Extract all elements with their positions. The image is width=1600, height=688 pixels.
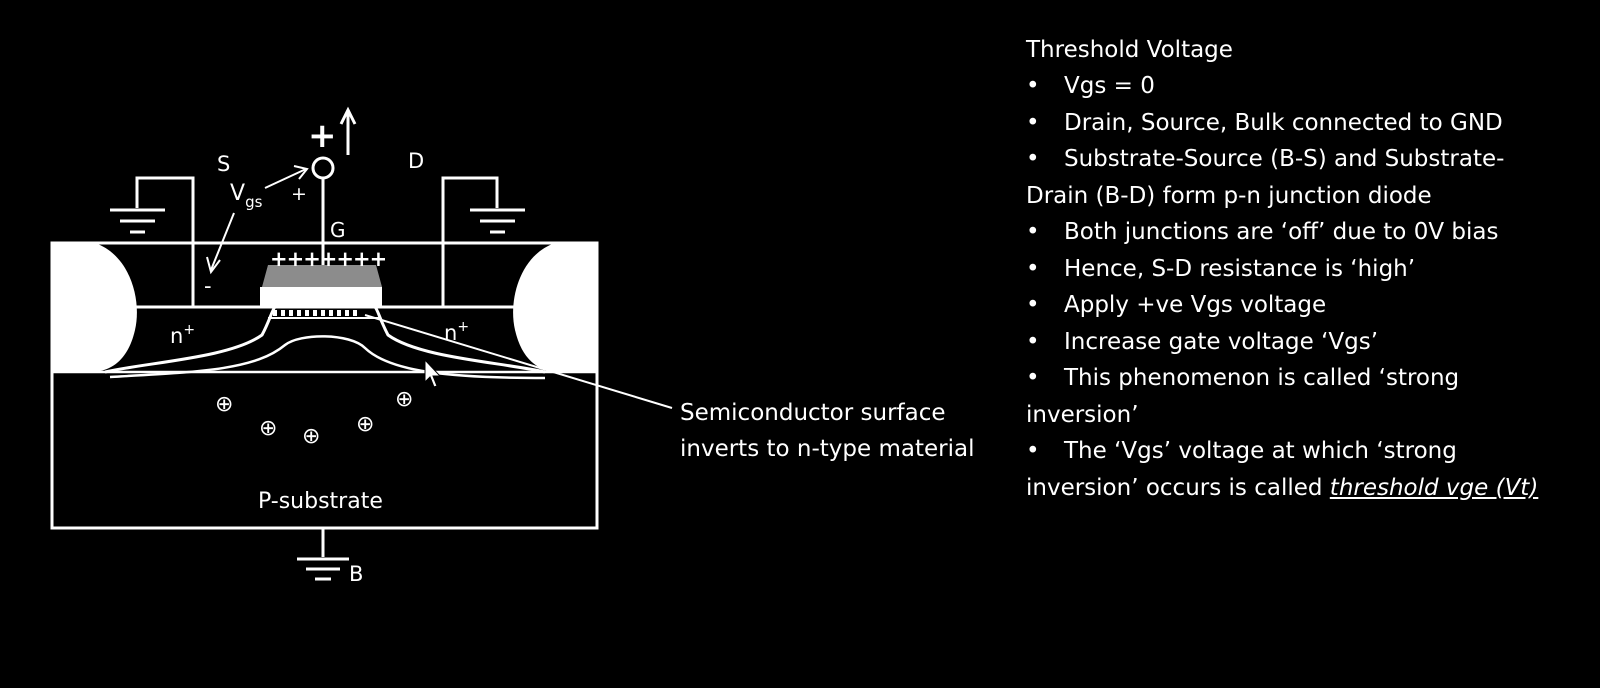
bullet-item: • Substrate-Source (B-S) and Substrate- Dr… (1026, 141, 1596, 214)
bullet-dot: • (1026, 255, 1040, 282)
gate-label: G (330, 218, 346, 242)
vgs-arrow-plus-head (293, 165, 309, 180)
vgs-label: Vgs (230, 181, 263, 211)
bullet-item: • This phenomenon is called ‘strong invers… (1026, 360, 1596, 433)
bullet-text: Drain, Source, Bulk connected to GND (1064, 109, 1503, 136)
bullet-item: • Drain, Source, Bulk connected to GND (1026, 105, 1596, 142)
bullet-text: Increase gate voltage ‘Vgs’ (1064, 328, 1379, 355)
mosfet-diagram: +++++++ G + B S D Vgs + - n+ n+ ⊕ ⊕ ⊕ ⊕ … (50, 106, 974, 586)
notes-title: Threshold Voltage (1026, 37, 1233, 63)
bullet-item: • The ‘Vgs’ voltage at which ‘strong inver… (1026, 433, 1596, 506)
field-oxide-right (513, 243, 597, 372)
bulk-label: B (349, 562, 363, 586)
bullet-text: Apply +ve Vgs voltage (1064, 292, 1327, 318)
bullet-text: Hence, S-D resistance is ‘high’ (1064, 255, 1416, 282)
source-wire (135, 176, 195, 307)
threshold-term: threshold vge (Vt) (1329, 474, 1539, 501)
gate-terminal (311, 156, 335, 180)
holes: ⊕ ⊕ ⊕ ⊕ ⊕ (215, 387, 413, 449)
bullet-dot: • (1026, 328, 1040, 355)
gate-charges: +++++++ (270, 247, 386, 271)
bullet-dot: • (1026, 73, 1040, 99)
bullet-dot: • (1026, 219, 1040, 245)
bulk-ground-icon (297, 557, 349, 581)
plus-big: + (308, 116, 337, 156)
hole-symbol: ⊕ (259, 416, 277, 441)
hole-symbol: ⊕ (395, 387, 413, 412)
gate-oxide (260, 287, 382, 307)
vgs-arrow-minus (210, 212, 235, 271)
bullet-text-cont: inversion’ (1026, 401, 1139, 428)
source-ground-icon (110, 208, 165, 234)
notes-panel: Threshold Voltage • Vgs = 0 • Drain, Sourc… (1026, 32, 1596, 506)
vgs-arrow-plus (264, 168, 307, 189)
inversion-electrons (273, 310, 357, 316)
vgs-arrow-minus-head (206, 256, 221, 275)
drain-label: D (408, 149, 424, 173)
mouse-cursor-icon (424, 358, 442, 388)
bullet-text-cont: inversion’ occurs is called (1026, 474, 1330, 501)
drain-wire (441, 176, 499, 307)
bullet-item: • Vgs = 0 (1026, 68, 1596, 105)
callout-line-1: Semiconductor surface (680, 400, 946, 426)
bullet-text: The ‘Vgs’ voltage at which ‘strong (1064, 438, 1457, 464)
bullet-text: Substrate-Source (B-S) and Substrate- (1064, 146, 1505, 172)
hole-symbol: ⊕ (302, 424, 320, 449)
field-oxide-left (52, 243, 137, 372)
n-plus-boundary (104, 305, 277, 374)
hole-symbol: ⊕ (356, 412, 374, 437)
bullet-dot: • (1026, 365, 1040, 391)
drain-ground-icon (470, 208, 525, 234)
hole-symbol: ⊕ (215, 392, 233, 417)
source-label: S (217, 152, 230, 176)
bullet-text-cont: Drain (B-D) form p-n junction diode (1026, 182, 1432, 209)
bullet-text: Both junctions are ‘off’ due to 0V bias (1064, 219, 1499, 245)
up-arrow-head (339, 106, 357, 125)
callout-line-2: inverts to n-type material (680, 436, 974, 462)
bullet-dot: • (1026, 109, 1040, 136)
bullet-text: Vgs = 0 (1064, 73, 1155, 99)
bullet-item: • Apply +ve Vgs voltage (1026, 287, 1596, 324)
bullet-text: This phenomenon is called ‘strong (1064, 365, 1460, 391)
gate-electrode (262, 265, 382, 287)
vgs-minus: - (204, 274, 212, 298)
bullet-item: • Increase gate voltage ‘Vgs’ (1026, 324, 1596, 361)
bullet-item: • Hence, S-D resistance is ‘high’ (1026, 251, 1596, 288)
bullet-list: • Vgs = 0 • Drain, Source, Bulk connected … (1026, 68, 1596, 506)
bullet-dot: • (1026, 292, 1040, 318)
bullet-item: • Both junctions are ‘off’ due to 0V bias (1026, 214, 1596, 251)
vgs-plus: + (291, 183, 307, 205)
callout-line (364, 314, 673, 409)
n-plus-boundary-right (373, 305, 546, 374)
bullet-dot: • (1026, 146, 1040, 172)
n-plus-left-label: n+ (170, 322, 195, 348)
bullet-dot: • (1026, 438, 1040, 464)
substrate-label: P-substrate (258, 489, 383, 514)
